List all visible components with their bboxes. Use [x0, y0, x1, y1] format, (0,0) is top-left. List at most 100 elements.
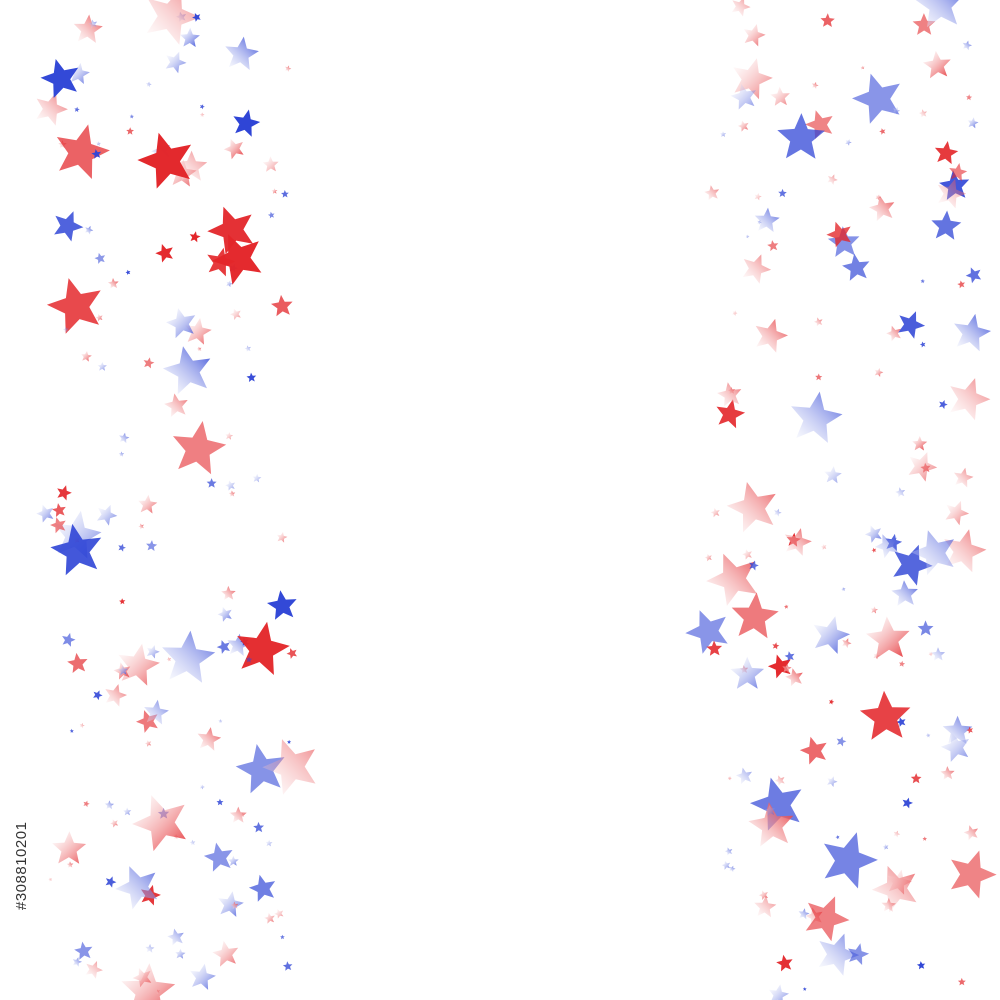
star	[207, 247, 236, 277]
star	[835, 835, 840, 840]
stars	[36, 0, 997, 1000]
star	[225, 480, 235, 491]
star	[706, 640, 723, 656]
star	[36, 504, 54, 523]
star	[227, 633, 250, 656]
star	[866, 616, 910, 659]
star	[145, 944, 155, 953]
star	[67, 652, 88, 673]
star	[957, 280, 965, 289]
star	[912, 13, 936, 35]
star	[199, 112, 205, 118]
star	[776, 954, 793, 972]
star	[216, 640, 230, 654]
star	[770, 86, 790, 106]
star	[125, 269, 131, 275]
star	[203, 842, 233, 872]
star	[881, 897, 896, 912]
star	[716, 399, 746, 429]
star	[954, 313, 991, 352]
star	[286, 648, 297, 659]
star	[229, 806, 247, 823]
star	[685, 610, 728, 654]
star	[966, 94, 973, 101]
star	[925, 733, 931, 738]
star	[962, 40, 972, 51]
star	[281, 190, 289, 198]
star	[164, 393, 188, 417]
star	[934, 141, 959, 165]
star	[118, 543, 126, 552]
star	[244, 345, 251, 352]
star	[225, 36, 259, 70]
star	[951, 850, 997, 899]
star	[916, 961, 926, 970]
star	[729, 865, 736, 872]
star	[845, 139, 852, 146]
star	[931, 647, 945, 661]
star	[190, 963, 216, 990]
star	[950, 378, 991, 421]
star	[197, 727, 222, 751]
star	[73, 14, 103, 43]
star	[798, 908, 810, 920]
star	[731, 592, 779, 639]
star	[36, 92, 68, 126]
star	[240, 812, 245, 818]
star	[66, 861, 74, 868]
star	[280, 934, 285, 940]
star	[911, 530, 954, 576]
star	[118, 451, 125, 457]
star	[129, 114, 134, 119]
star	[206, 478, 217, 488]
star	[155, 989, 160, 994]
star	[189, 231, 201, 243]
star	[54, 211, 84, 242]
star	[704, 185, 720, 201]
star	[137, 132, 192, 189]
star	[207, 206, 253, 255]
star	[146, 645, 160, 659]
star	[97, 504, 118, 526]
star	[767, 240, 779, 252]
star	[818, 933, 860, 976]
star	[97, 361, 107, 371]
star	[271, 188, 278, 194]
star	[732, 310, 738, 316]
star	[91, 149, 102, 159]
star	[919, 341, 926, 348]
star	[162, 630, 216, 683]
star	[262, 739, 316, 795]
star	[118, 643, 160, 686]
watermark-id: #308810201	[13, 822, 30, 910]
star	[138, 523, 144, 530]
star	[200, 784, 205, 790]
star	[820, 544, 827, 550]
star	[115, 866, 158, 910]
star	[754, 895, 777, 918]
star	[812, 82, 819, 89]
star	[824, 832, 878, 889]
star	[874, 367, 884, 377]
star	[879, 128, 886, 135]
star	[782, 663, 792, 673]
star	[143, 357, 155, 369]
star	[791, 391, 843, 443]
star	[727, 776, 732, 781]
star	[748, 802, 794, 847]
star	[841, 587, 846, 592]
star	[944, 529, 987, 573]
star	[785, 528, 812, 556]
star	[805, 110, 833, 139]
star	[146, 540, 158, 551]
star	[717, 382, 742, 407]
star	[836, 736, 847, 747]
star	[721, 860, 731, 870]
star	[52, 831, 87, 864]
star	[72, 957, 82, 967]
star	[826, 221, 851, 248]
star	[94, 252, 106, 264]
star	[917, 620, 934, 636]
star	[963, 825, 978, 841]
star	[144, 699, 169, 725]
